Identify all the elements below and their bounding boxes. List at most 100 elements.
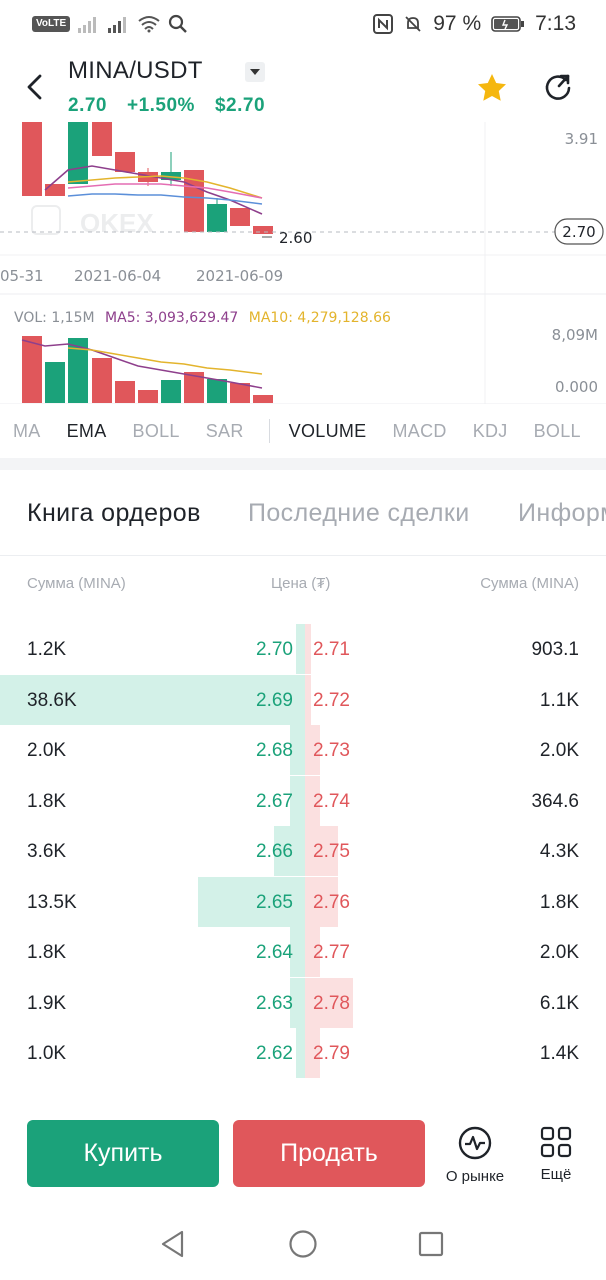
bid-amount: 1.8K: [27, 790, 67, 812]
vol-ma5-line: [21, 339, 263, 389]
bid-depth-bar: [290, 775, 305, 826]
ask-price[interactable]: 2.73: [313, 740, 350, 761]
col-price: Цена (₮): [271, 575, 331, 592]
col-ask-amount: Сумма (MINA): [480, 575, 579, 592]
market-info-button[interactable]: О рынке: [440, 1126, 510, 1185]
okex-watermark: OKEX: [31, 205, 154, 238]
bid-depth-bar: [274, 826, 305, 876]
bid-price[interactable]: 2.64: [256, 942, 293, 963]
ask-depth-bar: [305, 876, 338, 927]
ind-tab-boll[interactable]: BOLL: [132, 420, 180, 441]
orderbook-row[interactable]: 38.6K 2.69 2.72 1.1K: [0, 674, 606, 725]
ind-tab-boll-2[interactable]: BOLL: [533, 420, 581, 441]
more-button[interactable]: Ещё: [530, 1126, 582, 1183]
orderbook-row[interactable]: 13.5K 2.65 2.76 1.8K: [0, 876, 606, 927]
ind-tab-sar[interactable]: SAR: [205, 420, 244, 441]
bid-amount: 1.8K: [27, 942, 67, 963]
ind-tab-kdj[interactable]: KDJ: [472, 420, 508, 441]
candle: [68, 122, 88, 184]
fiat-price: $2.70: [214, 95, 266, 116]
volte-badge: VoLTE: [32, 16, 71, 32]
ask-price[interactable]: 2.76: [313, 891, 350, 913]
bid-price[interactable]: 2.62: [256, 1043, 293, 1064]
bid-price[interactable]: 2.69: [256, 689, 293, 711]
candle: [45, 184, 65, 196]
ind-tab-ma[interactable]: MA: [13, 420, 41, 441]
orderbook-row[interactable]: 1.9K 2.63 2.78 6.1K: [0, 977, 606, 1028]
tab-order-book[interactable]: Книга ордеров: [27, 499, 201, 527]
candle: [207, 204, 227, 232]
ask-price[interactable]: 2.75: [313, 841, 350, 862]
orderbook-row[interactable]: 1.0K 2.62 2.79 1.4K: [0, 1028, 606, 1078]
indicator-tabs: MA EMA BOLL SAR VOLUME MACD KDJ BOLL: [0, 405, 606, 457]
volume-bar: [184, 372, 204, 403]
share-icon[interactable]: [542, 72, 574, 104]
ask-price[interactable]: 2.74: [313, 790, 350, 812]
orderbook-row[interactable]: 3.6K 2.66 2.75 4.3K: [0, 826, 606, 876]
bid-amount: 2.0K: [27, 740, 67, 761]
bid-price[interactable]: 2.67: [256, 790, 293, 812]
col-bid-amount: Сумма (MINA): [27, 575, 126, 592]
orderbook-rows: 1.2K 2.70 2.71 903.1 38.6K 2.69 2.72 1.1K 2.0K 2.…: [0, 624, 606, 1100]
ind-tab-ema[interactable]: EMA: [66, 420, 107, 441]
nav-home-icon[interactable]: [288, 1229, 318, 1259]
ind-tab-volume[interactable]: VOLUME: [288, 420, 367, 441]
tab-recent-trades[interactable]: Последние сделки: [248, 499, 470, 527]
volume-bar: [161, 380, 181, 403]
last-price: 2.70: [68, 95, 107, 116]
bid-depth-bar: [290, 725, 305, 775]
ask-price[interactable]: 2.77: [313, 942, 350, 963]
ask-depth-bar: [305, 674, 311, 725]
bid-depth-bar: [296, 624, 305, 674]
ind-tab-macd[interactable]: MACD: [392, 420, 447, 441]
bid-amount: 1.2K: [27, 639, 67, 660]
ask-price[interactable]: 2.79: [313, 1043, 350, 1064]
header: MINA/USDT 2.70 +1.50% $2.70: [0, 52, 606, 122]
pair-name[interactable]: MINA/USDT: [68, 57, 203, 84]
price-axis-high: 3.91: [565, 130, 598, 148]
candle: [230, 208, 250, 226]
bid-price[interactable]: 2.66: [256, 841, 293, 862]
favorite-star-icon[interactable]: [476, 72, 508, 104]
ask-amount: 1.8K: [539, 891, 579, 913]
bid-depth-bar: [290, 977, 305, 1028]
nav-back-icon[interactable]: [158, 1229, 188, 1259]
ask-price[interactable]: 2.71: [313, 639, 350, 660]
vol-axis-max: 8,09M: [552, 326, 598, 344]
price-change: +1.50%: [126, 95, 195, 116]
pair-dropdown-icon[interactable]: [245, 62, 265, 82]
ask-amount: 4.3K: [539, 841, 579, 862]
battery-icon: [491, 16, 525, 32]
volume-bar: [45, 362, 65, 403]
orderbook-row[interactable]: 2.0K 2.68 2.73 2.0K: [0, 725, 606, 775]
vol-axis-min: 0.000: [555, 378, 598, 396]
nav-recents-icon[interactable]: [418, 1231, 444, 1257]
ma20-line: [67, 183, 263, 199]
candle: [92, 122, 112, 156]
bid-price[interactable]: 2.68: [256, 740, 293, 761]
bid-amount: 38.6K: [27, 689, 77, 711]
volume-bar: [68, 338, 88, 403]
ask-depth-bar: [305, 977, 353, 1028]
orderbook-row[interactable]: 1.2K 2.70 2.71 903.1: [0, 624, 606, 674]
bid-price[interactable]: 2.63: [256, 992, 293, 1014]
volume-bar: [92, 358, 112, 403]
ask-price[interactable]: 2.72: [313, 689, 350, 711]
orderbook-row[interactable]: 1.8K 2.67 2.74 364.6: [0, 775, 606, 826]
last-price-tag: [554, 218, 604, 245]
status-right: 97 % 7:13: [373, 12, 576, 36]
candle: [22, 122, 42, 196]
bid-amount: 3.6K: [27, 841, 67, 862]
more-label: Ещё: [540, 1166, 572, 1183]
ask-price[interactable]: 2.78: [313, 992, 350, 1014]
tab-info[interactable]: Информация: [518, 499, 606, 527]
low-marker-text: 2.60: [279, 229, 312, 247]
back-arrow-icon[interactable]: [22, 72, 48, 102]
kline-chart[interactable]: OKEX 2.70 2.60 3.91 05-31 2021-06-04 202…: [0, 122, 606, 404]
buy-button[interactable]: Купить: [27, 1120, 219, 1187]
sell-button[interactable]: Продать: [233, 1120, 425, 1187]
bid-price[interactable]: 2.65: [256, 891, 293, 913]
orderbook-row[interactable]: 1.8K 2.64 2.77 2.0K: [0, 927, 606, 977]
battery-percent: 97 %: [433, 12, 482, 35]
bid-price[interactable]: 2.70: [256, 639, 293, 660]
